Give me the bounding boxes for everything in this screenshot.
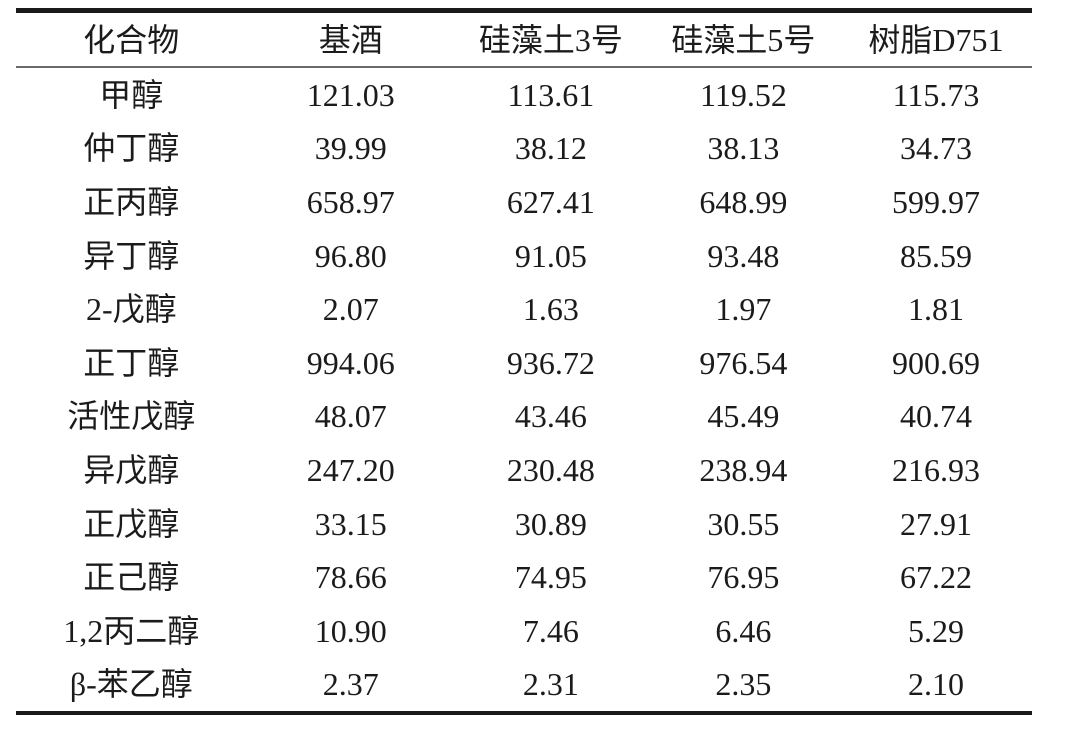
value-cell: 1.63	[522, 291, 579, 328]
value-cell: 1.81	[907, 291, 964, 328]
value-cell: 2.35	[715, 666, 772, 703]
compound-cell: 正丙醇	[83, 183, 180, 220]
compound-cell: 1,2丙二醇	[63, 612, 200, 649]
value-cell: 936.72	[506, 344, 595, 381]
table-row: β-苯乙醇 2.37 2.31 2.35 2.10	[16, 658, 1032, 714]
compound-cell: 仲丁醇	[83, 130, 180, 167]
value-cell: 45.49	[707, 398, 780, 435]
value-cell: 2.37	[322, 666, 379, 703]
header-cell-diatomite-5: 硅藻土5号	[646, 10, 840, 68]
value-cell: 216.93	[891, 451, 980, 488]
value-cell: 627.41	[506, 183, 595, 220]
value-cell: 648.99	[699, 183, 788, 220]
value-cell: 238.94	[699, 451, 788, 488]
value-cell: 27.91	[899, 505, 972, 542]
table-row: 甲醇 121.03 113.61 119.52 115.73	[16, 67, 1032, 122]
value-cell: 7.46	[522, 612, 579, 649]
value-cell: 599.97	[891, 183, 980, 220]
value-cell: 33.15	[314, 505, 387, 542]
value-cell: 74.95	[514, 559, 587, 596]
compound-cell: 异戊醇	[83, 451, 180, 488]
value-cell: 40.74	[899, 398, 972, 435]
value-cell: 43.46	[514, 398, 587, 435]
value-cell: 6.46	[715, 612, 772, 649]
value-cell: 76.95	[707, 559, 780, 596]
value-cell: 67.22	[899, 559, 972, 596]
value-cell: 39.99	[314, 130, 387, 167]
header-cell-diatomite-3: 硅藻土3号	[454, 10, 647, 68]
header-cell-base-liquor: 基酒	[246, 10, 455, 68]
header-cell-resin-d751: 树脂D751	[839, 10, 1032, 68]
table-row: 活性戊醇 48.07 43.46 45.49 40.74	[16, 390, 1032, 444]
value-cell: 1.97	[715, 291, 772, 328]
table-row: 2-戊醇 2.07 1.63 1.97 1.81	[16, 282, 1032, 336]
header-cell-compound: 化合物	[16, 10, 247, 68]
compound-table: 化合物 基酒 硅藻土3号 硅藻土5号 树脂D751 甲醇 121.03 113.…	[16, 8, 1032, 716]
table-row: 1,2丙二醇 10.90 7.46 6.46 5.29	[16, 604, 1032, 658]
header-row: 化合物 基酒 硅藻土3号 硅藻土5号 树脂D751	[16, 10, 1032, 68]
value-cell: 115.73	[892, 76, 980, 113]
value-cell: 119.52	[700, 76, 787, 113]
value-cell: 30.89	[514, 505, 587, 542]
value-cell: 113.61	[507, 76, 595, 113]
table-row: 仲丁醇 39.99 38.12 38.13 34.73	[16, 122, 1032, 176]
compound-cell: 异丁醇	[83, 237, 180, 274]
table-row: 正戊醇 33.15 30.89 30.55 27.91	[16, 497, 1032, 551]
compound-cell: 正丁醇	[83, 344, 180, 381]
value-cell: 900.69	[891, 344, 980, 381]
value-cell: 5.29	[907, 612, 964, 649]
value-cell: 976.54	[699, 344, 788, 381]
compound-cell: β-苯乙醇	[69, 666, 193, 703]
value-cell: 230.48	[506, 451, 595, 488]
compound-cell: 2-戊醇	[85, 291, 177, 328]
value-cell: 2.10	[907, 666, 964, 703]
value-cell: 30.55	[707, 505, 780, 542]
table-row: 正丙醇 658.97 627.41 648.99 599.97	[16, 175, 1032, 229]
value-cell: 78.66	[314, 559, 387, 596]
value-cell: 93.48	[707, 237, 780, 274]
compound-cell: 正戊醇	[83, 505, 180, 542]
value-cell: 121.03	[306, 76, 395, 113]
table-row: 正丁醇 994.06 936.72 976.54 900.69	[16, 336, 1032, 390]
value-cell: 38.13	[707, 130, 780, 167]
value-cell: 2.31	[522, 666, 579, 703]
value-cell: 994.06	[306, 344, 395, 381]
value-cell: 34.73	[899, 130, 972, 167]
table-row: 异丁醇 96.80 91.05 93.48 85.59	[16, 229, 1032, 283]
value-cell: 10.90	[314, 612, 387, 649]
value-cell: 2.07	[322, 291, 379, 328]
table-row: 异戊醇 247.20 230.48 238.94 216.93	[16, 443, 1032, 497]
value-cell: 96.80	[314, 237, 387, 274]
value-cell: 85.59	[899, 237, 972, 274]
value-cell: 247.20	[306, 451, 395, 488]
value-cell: 658.97	[306, 183, 395, 220]
value-cell: 38.12	[514, 130, 587, 167]
compound-cell: 活性戊醇	[67, 398, 196, 435]
compound-cell: 甲醇	[99, 76, 164, 113]
table-row: 正己醇 78.66 74.95 76.95 67.22	[16, 550, 1032, 604]
value-cell: 91.05	[514, 237, 587, 274]
value-cell: 48.07	[314, 398, 387, 435]
compound-cell: 正己醇	[83, 559, 180, 596]
